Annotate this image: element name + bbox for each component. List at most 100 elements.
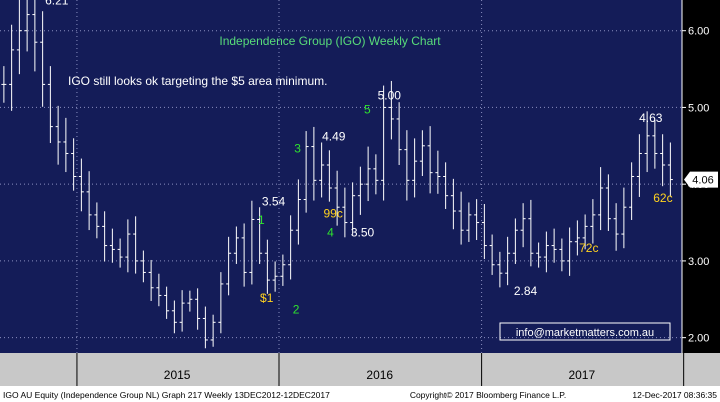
ohlc-bar bbox=[179, 290, 185, 332]
ohlc-bar bbox=[443, 162, 449, 209]
ohlc-bar bbox=[288, 215, 294, 280]
ohlc-bar bbox=[559, 238, 565, 272]
year-axis-strip bbox=[0, 353, 720, 386]
ohlc-bar bbox=[574, 220, 580, 256]
ohlc-bar bbox=[652, 119, 658, 169]
ohlc-bar bbox=[55, 105, 61, 165]
ohlc-bar bbox=[567, 227, 573, 276]
ohlc-bar bbox=[528, 199, 534, 267]
ohlc-bar bbox=[350, 182, 356, 235]
ohlc-bar bbox=[636, 134, 642, 197]
ohlc-bar bbox=[117, 238, 123, 268]
watermark-text: info@marketmatters.com.au bbox=[516, 327, 654, 339]
ohlc-bar bbox=[202, 306, 208, 349]
footer-bar bbox=[0, 386, 720, 402]
ohlc-bar bbox=[218, 272, 224, 334]
ohlc-bar bbox=[396, 102, 402, 166]
ohlc-bar bbox=[319, 142, 325, 198]
annotation-label: $1 bbox=[260, 291, 274, 305]
ohlc-bar bbox=[505, 236, 511, 286]
ohlc-bar bbox=[450, 178, 456, 230]
ohlc-bar bbox=[47, 66, 53, 144]
ohlc-bar bbox=[590, 199, 596, 244]
ohlc-bar bbox=[86, 171, 92, 231]
annotation-label: 4.63 bbox=[639, 111, 663, 125]
annotation-label: 5.00 bbox=[378, 88, 402, 102]
ohlc-bar bbox=[551, 228, 557, 263]
ohlc-bar bbox=[373, 154, 379, 195]
last-price-label: 4.06 bbox=[692, 175, 713, 187]
ohlc-bar bbox=[481, 204, 487, 260]
annotation-label: 5 bbox=[364, 102, 371, 116]
x-axis: 2015 2016 2017 bbox=[76, 353, 685, 386]
ohlc-bar bbox=[644, 111, 650, 173]
ohlc-bar bbox=[512, 218, 518, 264]
annotation-label: 4 bbox=[327, 226, 334, 240]
year-label: 2015 bbox=[164, 368, 191, 382]
ohlc-bar bbox=[264, 239, 270, 294]
price-bars bbox=[1, 0, 673, 349]
ohlc-bar bbox=[667, 142, 673, 197]
ohlc-bar bbox=[1, 66, 7, 103]
y-tick-label: 6.00 bbox=[688, 26, 709, 38]
footer-timestamp: 12-Dec-2017 08:36:35 bbox=[632, 390, 717, 400]
ohlc-bar bbox=[621, 187, 627, 249]
ohlc-bar bbox=[303, 131, 309, 213]
ohlc-bar bbox=[71, 138, 77, 191]
annotation-label: 6.21 bbox=[45, 0, 69, 8]
ohlc-bar bbox=[412, 138, 418, 198]
ohlc-bar bbox=[40, 11, 46, 107]
ohlc-bar bbox=[543, 231, 549, 273]
ohlc-bar bbox=[233, 226, 239, 264]
ohlc-bar bbox=[272, 261, 278, 292]
ohlc-bar bbox=[489, 234, 495, 275]
ohlc-bar bbox=[133, 216, 139, 274]
annotation-label: 2 bbox=[293, 303, 300, 317]
annotation-label: 3 bbox=[294, 142, 301, 156]
annotation-label: 4.49 bbox=[322, 130, 346, 144]
ohlc-bar bbox=[187, 290, 193, 312]
ohlc-bar bbox=[226, 236, 232, 296]
ohlc-bar bbox=[419, 130, 425, 177]
annotation-label: 3.50 bbox=[351, 226, 375, 240]
ohlc-bar bbox=[629, 162, 635, 220]
ohlc-bar bbox=[164, 286, 170, 319]
ohlc-bar bbox=[109, 228, 115, 263]
ohlc-bar bbox=[660, 134, 666, 187]
ohlc-bar bbox=[520, 203, 526, 248]
ohlc-bar bbox=[280, 254, 286, 286]
ohlc-bar bbox=[156, 273, 162, 307]
ohlc-bar bbox=[210, 314, 216, 347]
ohlc-bar bbox=[195, 288, 201, 330]
ohlc-bar bbox=[9, 24, 15, 111]
chart-title: Independence Group (IGO) Weekly Chart bbox=[219, 34, 441, 48]
ohlc-bar bbox=[241, 223, 247, 287]
ohlc-bar bbox=[536, 242, 542, 268]
annotation-label: 62c bbox=[653, 191, 672, 205]
ohlc-bar bbox=[78, 158, 84, 212]
ohlc-bar bbox=[582, 214, 588, 250]
chart-commentary: IGO still looks ok targeting the $5 area… bbox=[68, 74, 327, 88]
footer-security-info: IGO AU Equity (Independence Group NL) Gr… bbox=[3, 390, 330, 400]
ohlc-bar bbox=[365, 146, 371, 202]
y-tick-label: 3.00 bbox=[688, 256, 709, 268]
plot-area bbox=[0, 0, 682, 353]
ohlc-bar bbox=[474, 199, 480, 241]
ohlc-bar bbox=[497, 251, 503, 288]
year-label: 2017 bbox=[568, 368, 595, 382]
annotation-label: 1 bbox=[258, 213, 265, 227]
ohlc-bar bbox=[357, 166, 363, 215]
watermark-box: info@marketmatters.com.au bbox=[499, 322, 671, 341]
ohlc-bar bbox=[326, 150, 332, 202]
ohlc-bar bbox=[63, 117, 69, 173]
ohlc-bar bbox=[613, 203, 619, 251]
ohlc-bar bbox=[257, 207, 263, 264]
ohlc-bar bbox=[334, 170, 340, 226]
footer-copyright: Copyright© 2017 Bloomberg Finance L.P. bbox=[410, 390, 566, 400]
last-price-tag: 4.06 bbox=[684, 171, 718, 188]
ohlc-bar bbox=[32, 0, 38, 72]
ohlc-bar bbox=[16, 0, 22, 75]
ohlc-bar bbox=[435, 150, 441, 194]
ohlc-bar bbox=[102, 211, 108, 262]
